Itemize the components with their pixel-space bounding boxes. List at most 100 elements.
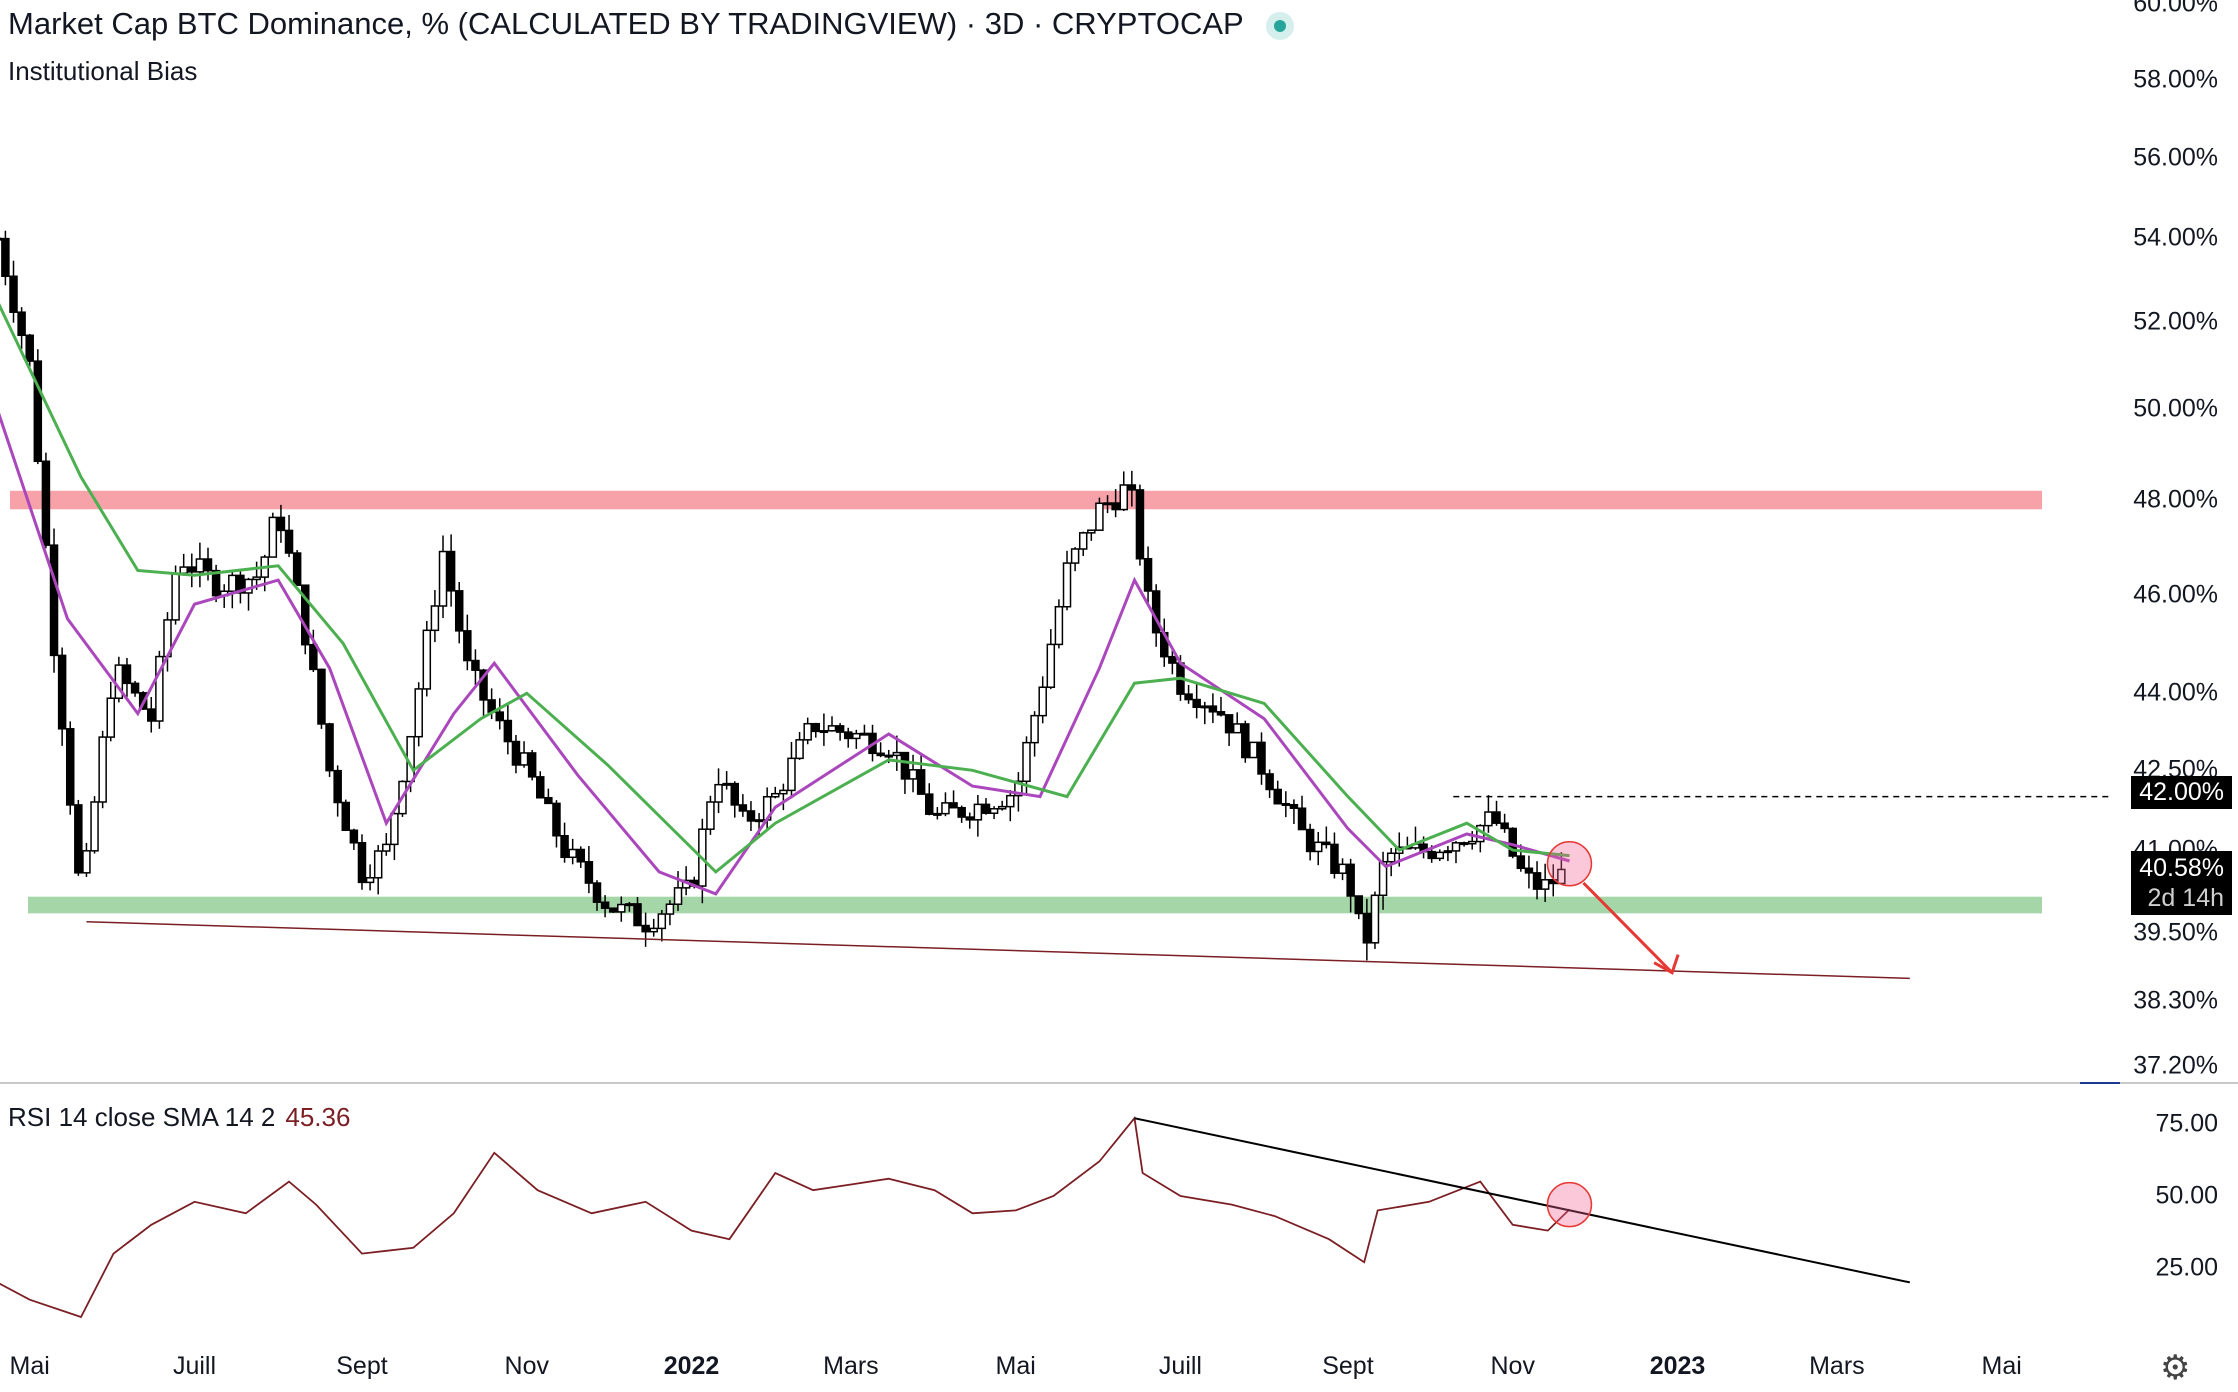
candle xyxy=(309,629,318,672)
candle xyxy=(1484,795,1493,833)
candle xyxy=(1281,791,1291,818)
candle-body xyxy=(1038,686,1047,717)
candle xyxy=(722,771,731,790)
candle-body xyxy=(746,810,756,822)
candle-body xyxy=(584,861,594,884)
candle-body xyxy=(1516,855,1526,870)
candle xyxy=(211,564,221,603)
time-tick-label: 2023 xyxy=(1649,1352,1706,1380)
candle-body xyxy=(41,460,51,546)
candle-body xyxy=(1046,643,1056,688)
candle xyxy=(803,717,812,745)
candle xyxy=(1411,826,1420,850)
candle-body xyxy=(187,566,197,573)
settings-gear-icon[interactable]: ⚙ xyxy=(2160,1349,2191,1387)
price-tick-label: 56.00% xyxy=(2133,143,2218,172)
candle-body xyxy=(1443,850,1453,854)
candle xyxy=(187,553,197,588)
candle xyxy=(908,754,918,793)
time-tick-label: Juill xyxy=(172,1352,217,1380)
price-tag: 40.58% 2d 14h xyxy=(2131,851,2232,915)
candle xyxy=(203,547,213,581)
candle-body xyxy=(228,574,237,592)
candle-body xyxy=(1524,867,1534,874)
candle xyxy=(1524,855,1534,889)
candle-body xyxy=(65,728,75,806)
candle xyxy=(503,704,513,755)
rsi-tick-label: 75.00 xyxy=(2155,1109,2218,1138)
candle xyxy=(1200,701,1210,725)
candle xyxy=(1006,790,1015,822)
candle xyxy=(933,807,942,820)
candle-body xyxy=(430,605,440,632)
candle-body xyxy=(1232,723,1242,734)
candle-body xyxy=(268,516,278,558)
candle xyxy=(0,237,2,241)
candle xyxy=(1354,895,1364,920)
candle-body xyxy=(1184,693,1193,701)
candle-body xyxy=(1370,894,1380,944)
candle-body xyxy=(649,927,658,933)
candle-body xyxy=(1265,773,1274,791)
candle-body xyxy=(1192,698,1201,709)
candle xyxy=(284,515,294,558)
candle-body xyxy=(454,590,464,632)
candle-body xyxy=(1273,788,1282,805)
candle-body xyxy=(122,664,132,685)
rsi-header[interactable]: RSI 14 close SMA 14 2 45.36 xyxy=(8,1102,350,1133)
candle-body xyxy=(884,754,893,758)
rsi-tick-label: 25.00 xyxy=(2155,1253,2218,1282)
candle xyxy=(843,727,853,748)
candle xyxy=(365,864,375,891)
candle xyxy=(1078,531,1088,557)
candle xyxy=(924,783,934,816)
rsi-trendline xyxy=(1134,1117,1911,1284)
candle xyxy=(592,880,602,911)
price-tick-label: 48.00% xyxy=(2133,485,2218,514)
candle xyxy=(665,900,675,926)
candle xyxy=(228,570,237,609)
candle xyxy=(600,895,610,918)
candle-body xyxy=(1500,822,1509,830)
moving-averages xyxy=(0,303,1570,896)
candle-body xyxy=(803,722,812,741)
candle xyxy=(1516,844,1526,872)
candle-body xyxy=(390,812,399,846)
candle-body xyxy=(600,901,610,909)
candle-body xyxy=(0,237,2,241)
candle xyxy=(1508,827,1517,859)
candle-body xyxy=(414,688,423,738)
down-arrow xyxy=(1582,881,1674,974)
candle xyxy=(1054,599,1064,649)
candle xyxy=(1346,858,1355,913)
candle xyxy=(1143,546,1153,607)
candle xyxy=(130,680,140,697)
candle xyxy=(949,790,958,809)
price-tick-label: 52.00% xyxy=(2133,307,2218,336)
indicator-label[interactable]: Institutional Bias xyxy=(8,56,198,86)
candle xyxy=(787,741,796,799)
candle-body xyxy=(706,801,715,830)
candle xyxy=(997,800,1007,811)
candle xyxy=(1,230,10,286)
candle-body xyxy=(1289,804,1299,809)
candle-body xyxy=(1022,741,1031,783)
candle xyxy=(74,799,83,876)
candle-body xyxy=(106,697,116,738)
candle xyxy=(1451,840,1461,864)
candle-body xyxy=(544,797,553,805)
chart-header: Market Cap BTC Dominance, % (CALCULATED … xyxy=(8,6,1286,42)
candle-body xyxy=(1354,895,1364,915)
resistance-zone xyxy=(10,490,2042,510)
candle-body xyxy=(1297,807,1307,831)
candle-body xyxy=(1435,851,1445,860)
candle xyxy=(373,845,383,895)
candle xyxy=(147,697,156,733)
candle-body xyxy=(1508,827,1517,857)
candle xyxy=(860,724,869,736)
candle xyxy=(430,590,440,643)
candle xyxy=(1232,712,1242,734)
candle-body xyxy=(1459,842,1469,846)
candle xyxy=(268,512,278,558)
